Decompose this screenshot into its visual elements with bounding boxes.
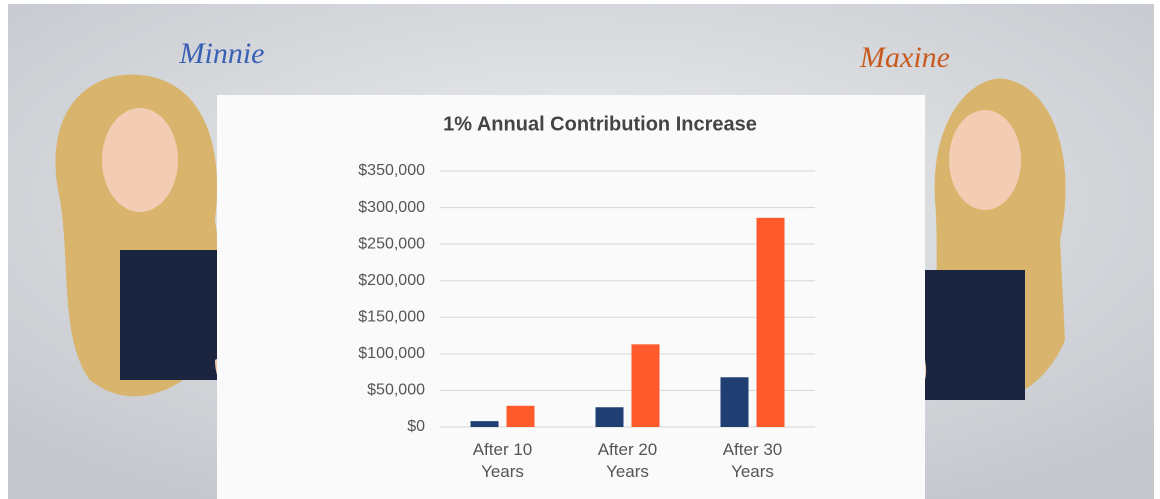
legend-label: Maxine xyxy=(859,41,950,74)
bar xyxy=(471,421,499,427)
y-tick-label: $150,000 xyxy=(358,309,425,326)
legend-label: Minnie xyxy=(179,37,265,70)
y-tick-label: $300,000 xyxy=(358,199,425,216)
chart: 1% Annual Contribution Increase $0 $50,00… xyxy=(0,0,1160,499)
y-tick-label: $50,000 xyxy=(367,382,425,399)
chart-title: 1% Annual Contribution Increase xyxy=(443,113,757,135)
page: 1% Annual Contribution Increase $0 $50,00… xyxy=(0,0,1160,499)
y-tick-label: $0 xyxy=(407,418,425,435)
x-tick-label: After 20 Years xyxy=(590,439,666,483)
board xyxy=(217,95,925,499)
bar xyxy=(757,218,785,427)
y-tick-label: $200,000 xyxy=(358,272,425,289)
bar xyxy=(507,406,535,427)
x-tick-label: After 30 Years xyxy=(715,439,791,483)
x-tick-label: After 10 Years xyxy=(465,439,541,483)
y-tick-label: $250,000 xyxy=(358,235,425,252)
bar xyxy=(721,377,749,427)
bar xyxy=(596,407,624,427)
bar xyxy=(632,344,660,427)
y-tick-label: $100,000 xyxy=(358,345,425,362)
y-tick-label: $350,000 xyxy=(358,162,425,179)
